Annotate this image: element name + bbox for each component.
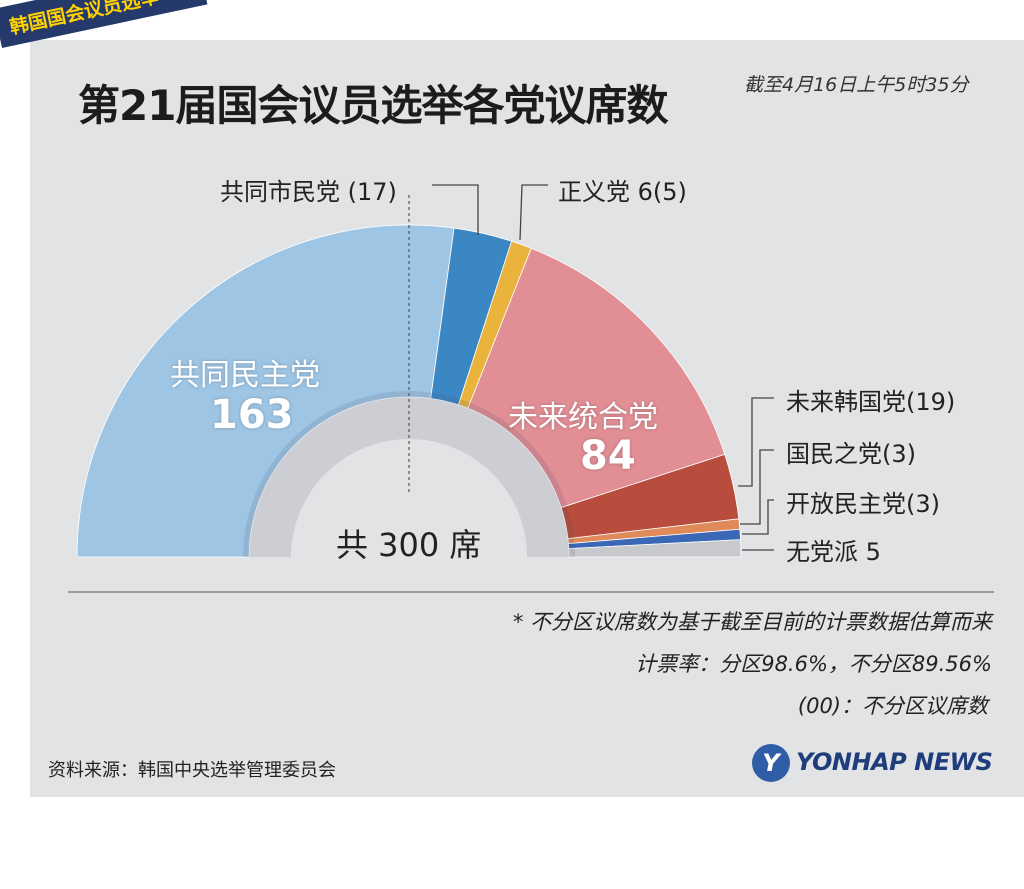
leader-future-korea bbox=[738, 397, 774, 487]
callout-leaders bbox=[68, 184, 994, 593]
slice-7 bbox=[568, 539, 742, 558]
callout-peoples: 国民之党(3) bbox=[786, 440, 916, 468]
slice-label-united-future: 未来统合党 bbox=[508, 400, 658, 435]
callout-community: 共同市民党 (17) bbox=[220, 178, 397, 206]
leader-peoples bbox=[740, 449, 774, 525]
yonhap-logo-icon: Y bbox=[752, 744, 790, 782]
slice-value-democratic: 163 bbox=[210, 392, 294, 438]
inner-ring-shade bbox=[243, 391, 575, 557]
slice-label-democratic: 共同民主党 bbox=[170, 358, 320, 393]
callout-open-democratic: 开放民主党(3) bbox=[786, 490, 940, 518]
slice-value-united-future: 84 bbox=[580, 433, 636, 479]
chart-title: 第21届国会议员选举各党议席数 bbox=[78, 81, 668, 130]
leader-justice bbox=[519, 184, 548, 241]
inner-ring bbox=[243, 391, 575, 557]
callout-independents: 无党派 5 bbox=[786, 538, 881, 566]
note-legend: (00)：不分区议席数 bbox=[797, 694, 988, 718]
leader-community bbox=[432, 184, 479, 235]
yonhap-logo-text: YONHAP NEWS bbox=[796, 748, 993, 776]
data-source: 资料来源：韩国中央选举管理委员会 bbox=[48, 760, 336, 781]
note-count-rate: 计票率：分区98.6%，不分区89.56% bbox=[635, 652, 992, 676]
as-of-time: 截至4月16日上午5时35分 bbox=[744, 74, 969, 96]
slice-3 bbox=[467, 247, 726, 509]
note-estimate: * 不分区议席数为基于截至目前的计票数据估算而来 bbox=[512, 610, 992, 634]
callout-future-korea: 未来韩国党(19) bbox=[786, 388, 956, 416]
total-seats: 共 300 席 bbox=[336, 526, 482, 564]
callout-justice: 正义党 6(5) bbox=[558, 178, 687, 206]
slice-0 bbox=[76, 224, 455, 558]
seat-slices bbox=[76, 224, 742, 558]
leader-open-democratic bbox=[742, 499, 774, 535]
